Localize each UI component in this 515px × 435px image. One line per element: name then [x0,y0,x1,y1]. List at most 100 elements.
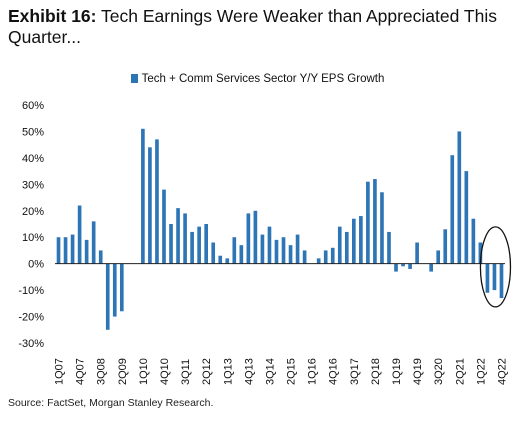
x-tick-label: 4Q22 [496,358,508,385]
x-tick-label: 2Q21 [454,358,466,385]
x-tick-label: 4Q19 [412,358,424,385]
bar [330,247,335,264]
bar [91,221,96,264]
bar [84,239,89,264]
x-tick-label: 1Q22 [475,358,487,385]
bar [401,263,405,267]
bar [232,237,237,264]
highlight-ellipse [479,226,512,308]
bar [323,250,328,264]
bar [211,242,216,264]
x-tick-label: 4Q10 [159,358,171,385]
x-tick-label: 2Q15 [286,358,298,385]
bar [429,263,433,272]
bar [169,224,173,264]
bar [337,226,342,264]
bar [415,242,419,264]
bar [225,258,230,264]
bar [204,224,208,264]
x-tick-label: 2Q09 [117,358,129,385]
bar [141,128,145,264]
exhibit-number: Exhibit 16: [8,6,97,26]
title-text: Tech Earnings Were Weaker than Appreciat… [8,6,497,47]
bar [98,250,103,264]
bar [155,139,159,264]
y-tick-label: 60% [22,100,44,112]
y-tick-label: 50% [22,126,44,138]
bar [436,250,441,264]
y-tick-label: -30% [18,338,44,350]
bar [267,226,272,264]
bar [190,231,194,264]
bar [373,179,377,264]
y-tick-label: 10% [22,232,44,244]
x-tick-label: 3Q14 [264,358,276,385]
bar [352,218,356,264]
bar [176,208,180,264]
bar [394,263,398,272]
bar [492,263,497,291]
x-tick-label: 1Q07 [54,358,66,385]
x-tick-label: 4Q16 [328,358,340,385]
y-tick-label: 0% [28,259,44,271]
eps-growth-bar-chart: -30% -20% -10% 0% 10% 20% 30% 40% 50% 60% 1Q07 4Q07… [18,100,512,385]
y-tick-label: -10% [18,285,44,297]
chart-title: Exhibit 16: Tech Earnings Were Weaker th… [8,6,498,48]
bar [359,216,363,264]
bar [112,263,117,317]
bar [56,237,61,264]
x-tick-label: 3Q08 [96,358,108,385]
bar [316,258,321,264]
legend-label: Tech + Comm Services Sector Y/Y EPS Grow… [141,73,385,85]
bar [295,234,300,264]
bar [148,147,152,264]
bar [464,171,469,264]
bar [119,263,124,312]
x-tick-label: 1Q19 [391,358,403,385]
bar [183,213,187,264]
x-tick-label: 4Q07 [75,358,87,385]
x-tick-label: 1Q16 [307,358,319,385]
bar [499,263,504,299]
x-tick-label: 3Q17 [349,358,361,385]
bar [380,192,384,264]
y-tick-label: 20% [22,206,44,218]
bar [253,210,258,264]
bar [302,250,307,264]
x-tick-label: 3Q20 [433,358,445,385]
bar [63,237,68,264]
x-tick-label: 3Q11 [180,359,192,385]
y-tick-label: 30% [22,179,44,191]
bar [281,237,286,264]
bar [288,245,293,264]
bar [197,226,201,264]
y-tick-label: -20% [18,312,44,324]
bar [485,263,490,293]
x-tick-label: 2Q18 [370,358,382,385]
bar [471,218,476,264]
bar [105,263,110,330]
bar [478,242,483,264]
bar [218,255,223,264]
bar [443,229,448,264]
bar [260,234,265,264]
bar [457,131,462,264]
bar [77,205,82,264]
legend-swatch [130,74,138,83]
bar [366,181,370,264]
bar [274,239,279,264]
bar [344,231,349,264]
bar [408,263,412,269]
x-tick-label: 1Q13 [222,358,234,385]
x-tick-label: 1Q10 [138,358,150,385]
y-tick-label: 40% [22,153,44,165]
bar [246,213,251,264]
bar [70,234,75,264]
x-tick-label: 2Q12 [201,358,213,385]
bar [450,155,455,264]
source-note: Source: FactSet, Morgan Stanley Research… [8,397,214,409]
bar [387,231,391,264]
legend: Tech + Comm Services Sector Y/Y EPS Grow… [0,73,515,85]
bar [239,245,244,264]
bar [162,189,166,264]
